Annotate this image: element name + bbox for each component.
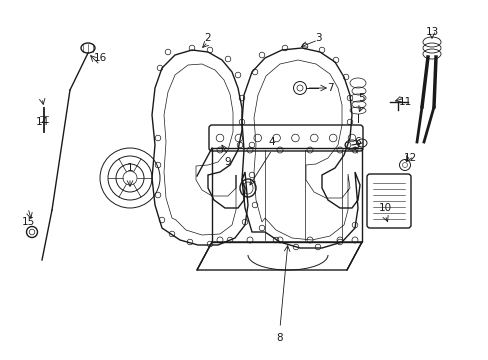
Text: 7: 7	[326, 83, 333, 93]
Text: 9: 9	[224, 157, 231, 167]
Text: 10: 10	[378, 203, 391, 213]
Text: 14: 14	[35, 117, 48, 127]
Text: 5: 5	[358, 93, 365, 103]
Text: 12: 12	[403, 153, 416, 163]
Text: 3: 3	[314, 33, 321, 43]
Text: 16: 16	[93, 53, 106, 63]
Text: 8: 8	[276, 333, 283, 343]
Text: 6: 6	[354, 137, 361, 147]
Text: 2: 2	[204, 33, 211, 43]
Text: 13: 13	[425, 27, 438, 37]
Text: 15: 15	[21, 217, 35, 227]
Text: 1: 1	[126, 163, 133, 173]
Text: 11: 11	[398, 97, 411, 107]
Text: 4: 4	[268, 137, 275, 147]
